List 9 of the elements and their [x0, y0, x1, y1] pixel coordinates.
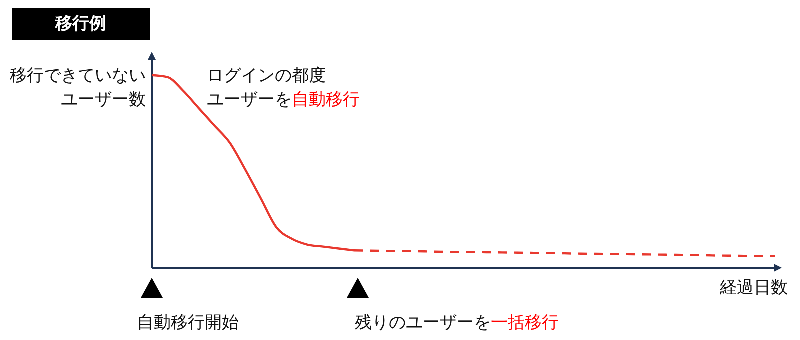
annotation: ユーザーを [207, 90, 292, 110]
x-axis-title: 経過日数 [720, 277, 788, 300]
annotation: ログインの都度 [207, 66, 326, 86]
text: 自動移行開始 [137, 313, 239, 333]
chart-title: 移行例 [12, 8, 150, 40]
text: 一括移行 [491, 313, 559, 333]
annotation: 自動移行 [292, 90, 360, 110]
y-axis-title: 移行できていないユーザー数 [9, 65, 146, 112]
text: 残りのユーザーを [355, 313, 491, 333]
